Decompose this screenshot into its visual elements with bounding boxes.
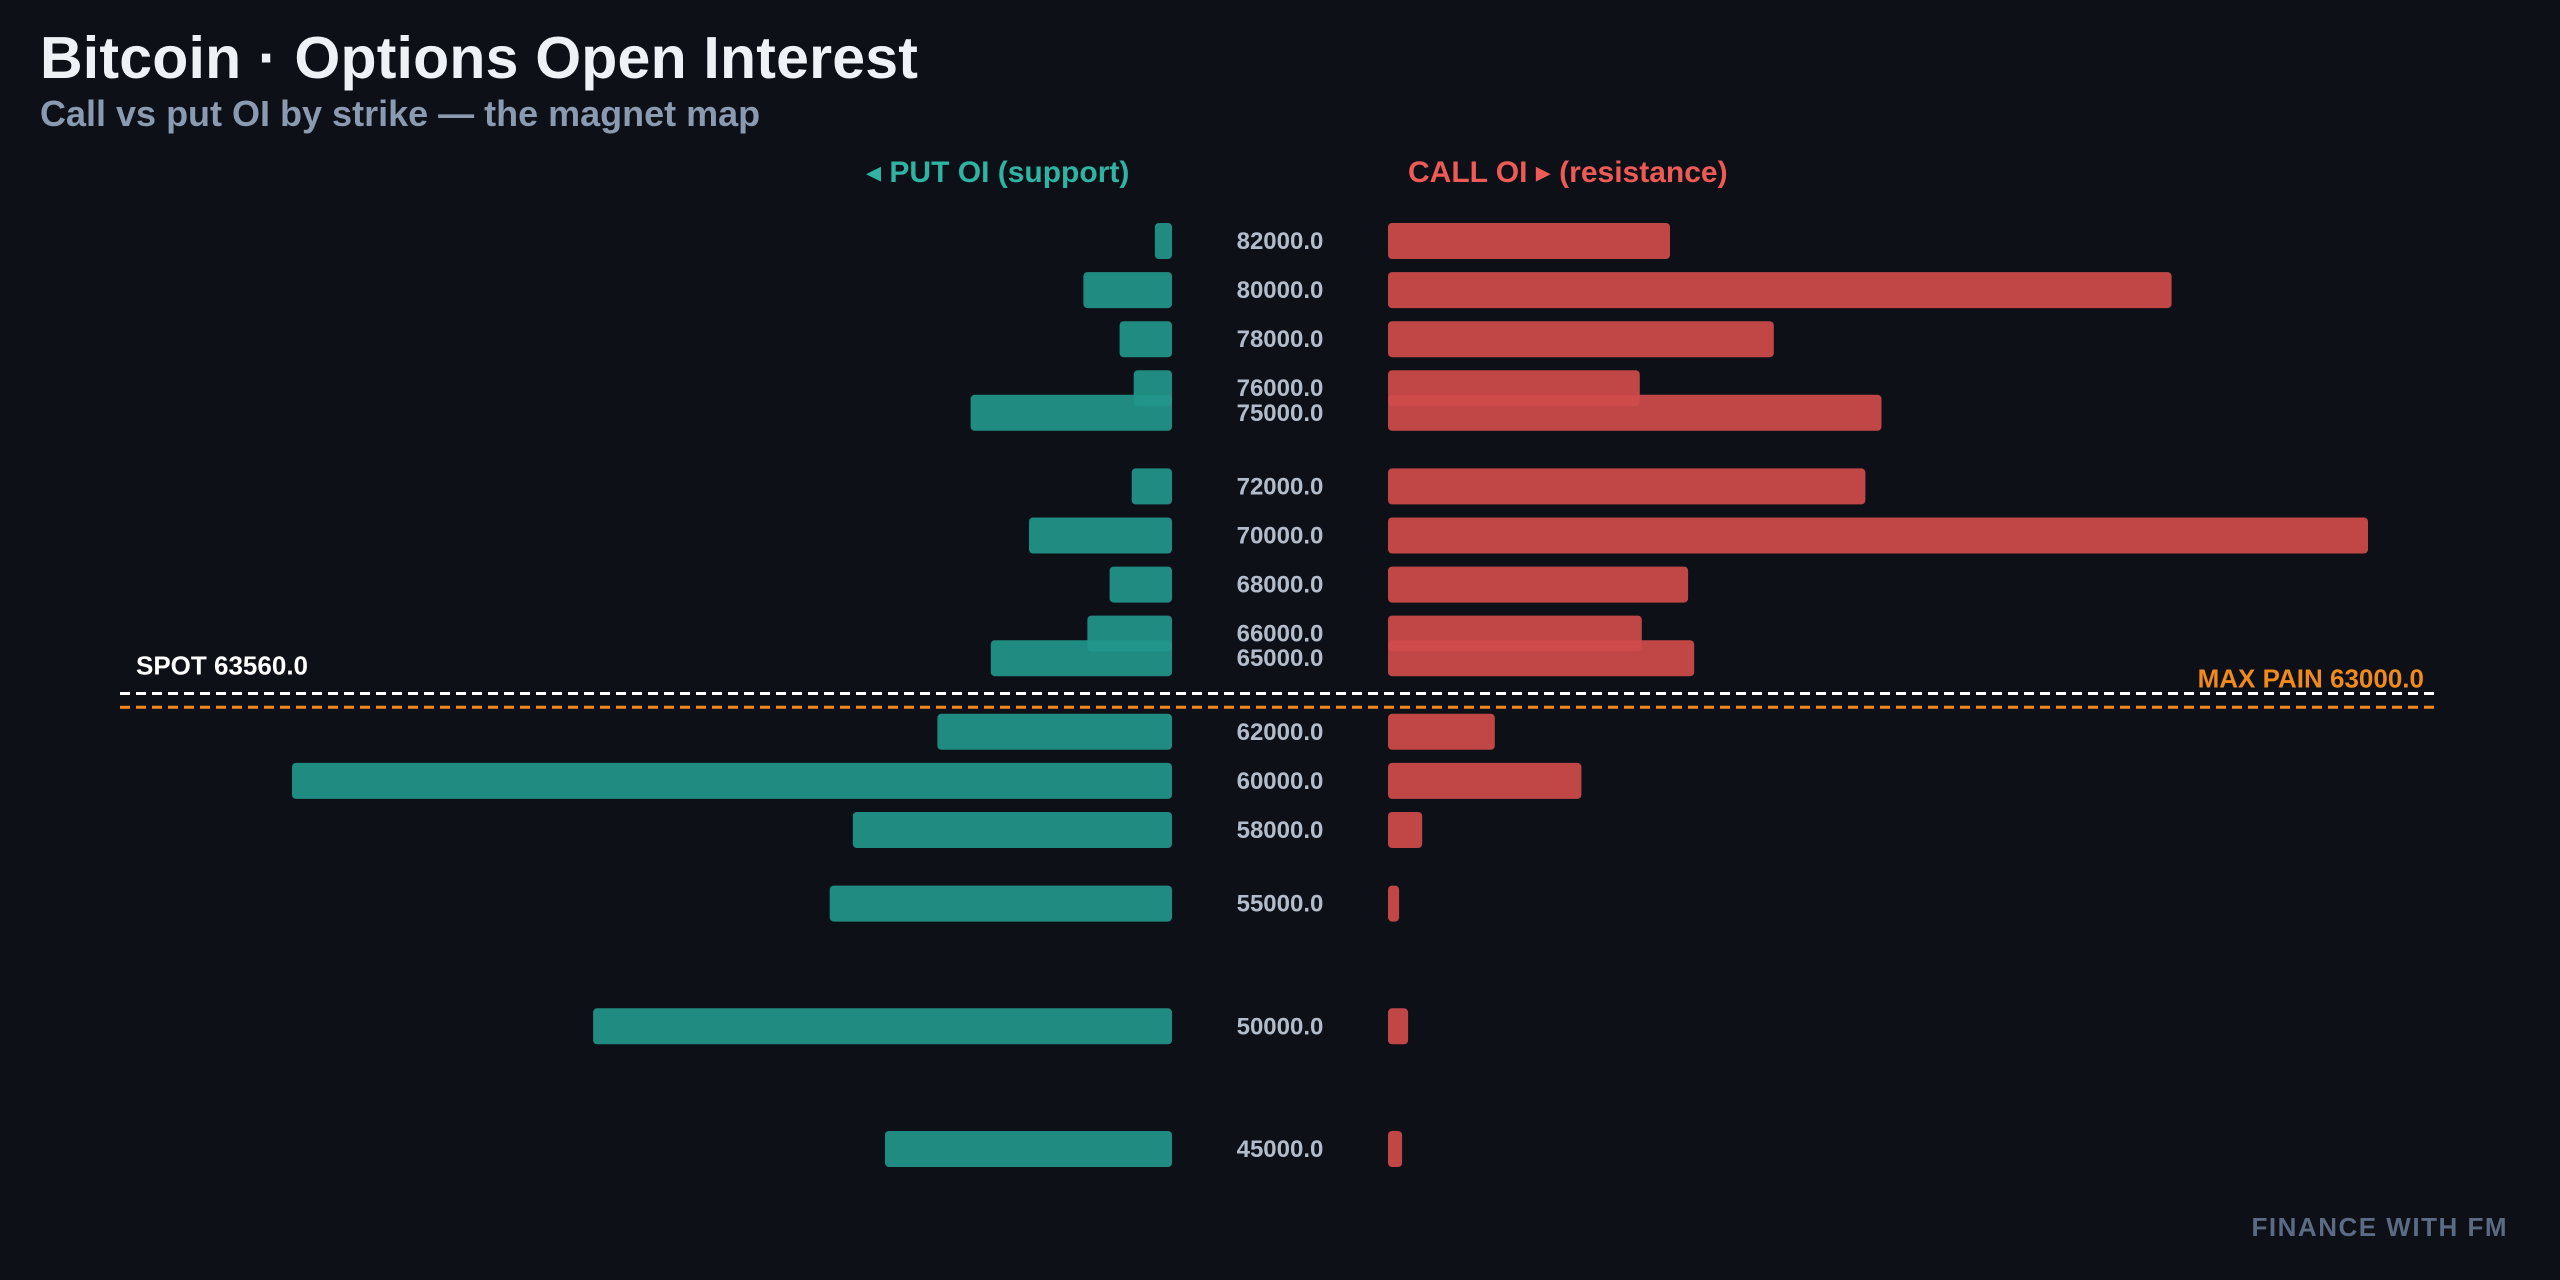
call-bar-70000 [1388,517,2368,554]
put-bar-70000 [1029,517,1172,554]
call-bar-60000 [1388,762,1582,799]
put-bar-75000 [970,394,1172,431]
call-bar-62000 [1388,713,1495,750]
put-bar-82000 [1154,223,1172,259]
call-bar-78000 [1388,321,1774,358]
call-bar-58000 [1388,812,1423,848]
call-bar-65000 [1388,640,1695,677]
put-bar-45000 [885,1131,1172,1167]
put-bar-62000 [937,713,1172,750]
call-bar-75000 [1388,394,1882,431]
strike-label-55000: 55000.0 [1237,891,1324,918]
put-bar-72000 [1131,468,1172,505]
chart-subtitle: Call vs put OI by strike — the magnet ma… [40,93,761,134]
call-bar-45000 [1388,1131,1403,1167]
call-bar-50000 [1388,1008,1409,1045]
strike-label-78000: 78000.0 [1237,326,1324,353]
strike-label-62000: 62000.0 [1237,719,1324,746]
strike-label-76000: 76000.0 [1237,375,1324,402]
put-bar-58000 [852,812,1172,848]
strike-label-80000: 80000.0 [1237,277,1324,304]
strike-label-66000: 66000.0 [1237,621,1324,648]
strike-label-82000: 82000.0 [1237,228,1324,255]
strike-label-72000: 72000.0 [1237,473,1324,500]
put-bar-60000 [292,762,1172,799]
strike-label-65000: 65000.0 [1237,645,1324,672]
strike-label-50000: 50000.0 [1237,1013,1324,1040]
put-bar-50000 [593,1008,1172,1045]
max-pain-label: MAX PAIN 63000.0 [2198,663,2424,693]
strike-label-75000: 75000.0 [1237,400,1324,427]
strike-label-60000: 60000.0 [1237,768,1324,795]
call-bar-80000 [1388,272,2172,309]
put-bar-65000 [990,640,1172,677]
put-side-label: ◂ PUT OI (support) [866,156,1130,189]
call-bar-55000 [1388,885,1400,922]
put-bar-78000 [1119,321,1172,358]
strike-label-68000: 68000.0 [1237,572,1324,599]
put-bar-55000 [829,885,1172,922]
chart-title: Bitcoin · Options Open Interest [40,25,919,91]
strike-label-45000: 45000.0 [1237,1136,1324,1163]
spot-label: SPOT 63560.0 [136,651,308,681]
put-bar-80000 [1083,272,1172,309]
strike-label-58000: 58000.0 [1237,817,1324,844]
watermark: FINANCE WITH FM [2251,1212,2508,1242]
put-bar-68000 [1109,566,1172,603]
call-bar-68000 [1388,566,1689,603]
call-side-label: CALL OI ▸ (resistance) [1408,156,1728,189]
call-bar-82000 [1388,223,1670,259]
strike-label-70000: 70000.0 [1237,523,1324,550]
call-bar-72000 [1388,468,1866,505]
